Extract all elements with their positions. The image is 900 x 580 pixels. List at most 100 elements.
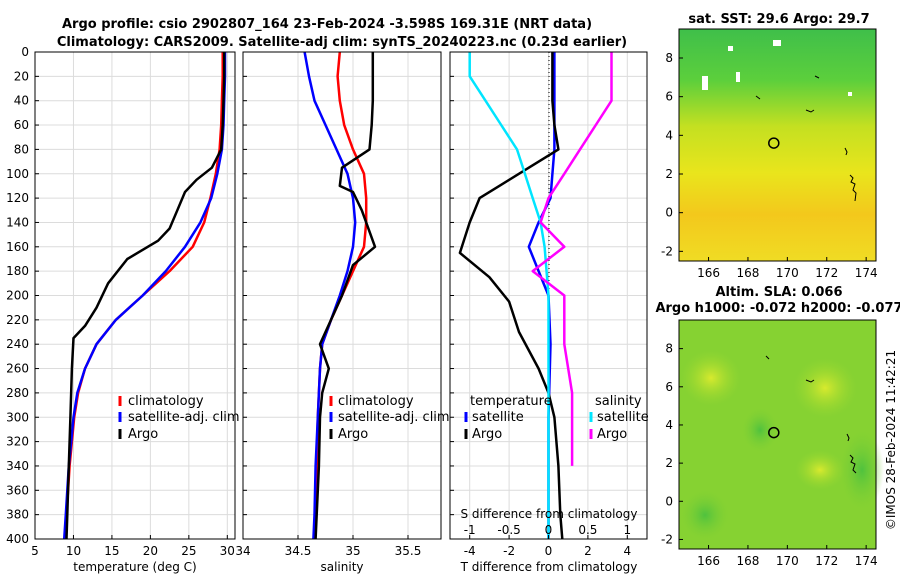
y-tick-label: 260 <box>6 362 29 376</box>
x-tick-label: -2 <box>503 544 515 558</box>
x-tick-label: 34.5 <box>285 544 312 558</box>
y-tick-label: 100 <box>6 167 29 181</box>
y-tick-label: 380 <box>6 508 29 522</box>
difference-panel: -4 -2 0 2 4 -1 -0.5 0 0.5 1 S difference from cl… <box>449 51 649 574</box>
salinity-xlabel: salinity <box>320 560 363 574</box>
island-outline <box>805 379 815 383</box>
map-y-tick-label: 6 <box>665 90 673 104</box>
island-outline <box>844 147 848 156</box>
salinity-panel: 34 34.5 35 35.5 salinity climatology satell… <box>235 51 450 574</box>
land-mask-patch <box>773 40 781 46</box>
sla-high-patch <box>681 350 741 406</box>
island-outline <box>805 109 815 113</box>
legend-label-climatology: climatology <box>338 394 414 409</box>
y-tick-label: 140 <box>6 215 29 229</box>
y-tick-label: 80 <box>14 142 29 156</box>
imos-watermark: ©IMOS 28-Feb-2024 11:42:21 <box>884 350 898 530</box>
map-y-tick-label: -2 <box>661 532 673 546</box>
x-tick-label: 2 <box>584 544 592 558</box>
legend-label-satellite-adj: satellite-adj. clim <box>128 410 240 425</box>
difference-legend: temperature salinity satellite Argo sate… <box>464 394 649 442</box>
sst-field <box>679 29 876 261</box>
series-line-argo-salinity <box>531 52 613 466</box>
land-mask-patch <box>728 46 733 51</box>
sla-map-subtitle: Argo h1000: -0.072 h2000: -0.077 <box>655 301 900 316</box>
x-tick-label: 20 <box>143 544 158 558</box>
map-y-tick-label: 2 <box>665 456 673 470</box>
s-difference-label: S difference from climatology <box>461 507 638 521</box>
map-y-tick-label: 6 <box>665 380 673 394</box>
y-tick-label: 180 <box>6 264 29 278</box>
figure-title-line1: Argo profile: csio 2902807_164 23-Feb-20… <box>62 17 592 32</box>
argo-position-marker <box>768 426 780 439</box>
map-x-tick-label: 166 <box>697 266 720 280</box>
x-tick-label: 25 <box>181 544 196 558</box>
x-tick-label: 30 <box>220 544 235 558</box>
land-mask-patch <box>702 76 708 90</box>
temperature-panel: 0 20 40 60 80 100 120 140 160 180 200 220 240 260 280 3… <box>6 45 240 574</box>
x-tick-label: 35 <box>345 544 360 558</box>
y-tick-label: 360 <box>6 483 29 497</box>
map-x-tick-label: 172 <box>815 554 838 568</box>
map-x-tick-label: 168 <box>736 554 759 568</box>
series-line-argo-temperature <box>458 52 564 540</box>
map-y-tick-label: 8 <box>665 51 673 65</box>
y-tick-label: 340 <box>6 459 29 473</box>
island-outline <box>765 355 770 360</box>
map-x-tick-label: 168 <box>736 266 759 280</box>
y-tick-label: 400 <box>6 532 29 546</box>
x-tick-label: 34 <box>235 544 250 558</box>
island-outline <box>814 75 820 79</box>
map-y-tick-label: 0 <box>665 206 673 220</box>
map-x-tick-label: 170 <box>776 266 799 280</box>
sla-low-patch <box>681 490 729 540</box>
sla-map-panel: Altim. SLA: 0.066 Argo h1000: -0.072 h20… <box>655 285 900 568</box>
map-y-tick-label: 8 <box>665 342 673 356</box>
sla-high-patch <box>795 450 845 490</box>
y-tick-label: 200 <box>6 289 29 303</box>
y-tick-label: 220 <box>6 313 29 327</box>
sla-high-patch <box>793 358 857 418</box>
map-x-tick-label: 174 <box>855 554 878 568</box>
x-tick-label: 15 <box>104 544 119 558</box>
y-tick-label: 20 <box>14 69 29 83</box>
y-tick-label: 40 <box>14 94 29 108</box>
y-tick-label: 0 <box>21 45 29 59</box>
island-outline <box>849 454 857 474</box>
map-y-tick-label: 4 <box>665 418 673 432</box>
y-tick-label: 160 <box>6 240 29 254</box>
legend-label-satellite-adj: satellite-adj. clim <box>338 410 450 425</box>
y-tick-label: 120 <box>6 191 29 205</box>
x-tick-label: 5 <box>31 544 39 558</box>
temperature-legend: climatology satellite-adj. clim Argo <box>118 394 240 442</box>
map-x-tick-label: 170 <box>776 554 799 568</box>
legend-label-t-satellite: satellite <box>472 410 524 425</box>
x2-tick-label: 1 <box>623 523 631 537</box>
map-y-tick-label: 2 <box>665 167 673 181</box>
legend-label-climatology: climatology <box>128 394 204 409</box>
island-outline <box>755 95 761 100</box>
x2-tick-label: 0 <box>545 523 553 537</box>
series-line-argo <box>65 52 226 540</box>
x-tick-label: 35.5 <box>395 544 422 558</box>
legend-label-t-argo: Argo <box>472 427 502 442</box>
map-y-tick-label: -2 <box>661 244 673 258</box>
y-tick-label: 280 <box>6 386 29 400</box>
legend-header-salinity: salinity <box>595 394 642 409</box>
legend-label-s-satellite: satellite <box>597 410 649 425</box>
land-mask-patch <box>848 92 852 96</box>
sst-islands <box>755 75 857 202</box>
sla-low-patch <box>840 430 884 510</box>
map-x-tick-label: 174 <box>855 266 878 280</box>
x2-tick-label: 0.5 <box>578 523 597 537</box>
island-outline <box>846 433 850 442</box>
x2-tick-label: -0.5 <box>497 523 520 537</box>
argo-position-marker <box>768 137 780 149</box>
sla-map-title: Altim. SLA: 0.066 <box>716 285 843 300</box>
series-line-argo <box>314 52 377 540</box>
sst-map-title: sat. SST: 29.6 Argo: 29.7 <box>688 12 869 27</box>
legend-label-s-argo: Argo <box>597 427 627 442</box>
sst-map-panel: sat. SST: 29.6 Argo: 29.7 166 168 170 172 17… <box>661 12 878 280</box>
island-outline <box>849 174 857 202</box>
